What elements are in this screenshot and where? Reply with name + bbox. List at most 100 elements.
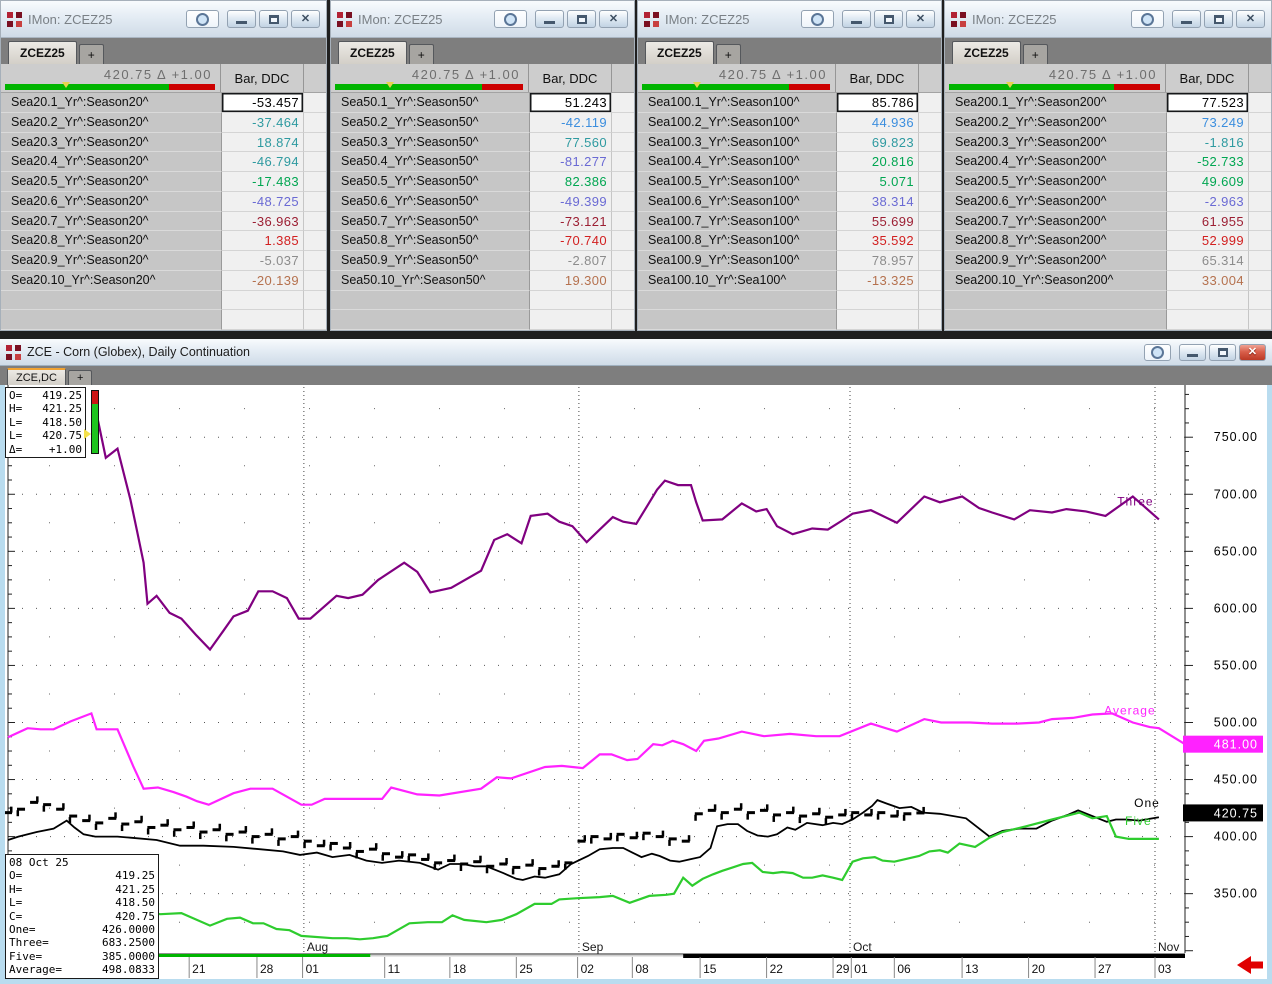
study-value[interactable]: 19.300	[530, 271, 612, 291]
tab-strip: ZCEZ25 +	[638, 38, 941, 64]
pin-icon[interactable]	[1131, 10, 1164, 28]
close-button[interactable]	[906, 10, 935, 28]
tab-zce-dc[interactable]: ZCE,DC	[7, 368, 66, 385]
minimize-button[interactable]	[1179, 344, 1206, 361]
study-value[interactable]: 51.243	[530, 93, 612, 113]
study-value[interactable]: -20.139	[222, 271, 304, 291]
study-value[interactable]: -17.483	[222, 172, 304, 192]
study-value[interactable]: -1.816	[1167, 133, 1249, 153]
study-value[interactable]: 52.999	[1167, 231, 1249, 251]
study-value[interactable]: 44.936	[837, 113, 919, 133]
study-value[interactable]: -13.325	[837, 271, 919, 291]
study-value[interactable]: 78.957	[837, 251, 919, 271]
restore-button[interactable]	[874, 10, 903, 28]
close-button[interactable]	[1239, 344, 1266, 361]
svg-text:650.00: 650.00	[1214, 544, 1258, 558]
column-header[interactable]: Bar, DDC	[836, 64, 919, 92]
study-value[interactable]: 77.560	[530, 133, 612, 153]
column-header[interactable]: Bar, DDC	[1166, 64, 1249, 92]
study-value[interactable]	[837, 310, 919, 330]
study-value[interactable]: -5.037	[222, 251, 304, 271]
study-value[interactable]	[530, 291, 612, 311]
study-value[interactable]: -52.733	[1167, 152, 1249, 172]
spare-cell	[1249, 113, 1271, 133]
minimize-button[interactable]	[535, 10, 564, 28]
tab-zcez25[interactable]: ZCEZ25	[645, 41, 714, 64]
table-row	[638, 310, 941, 330]
study-value[interactable]: -42.119	[530, 113, 612, 133]
restore-button[interactable]	[259, 10, 288, 28]
study-value[interactable]: 38.314	[837, 192, 919, 212]
study-value[interactable]: -53.457	[222, 93, 304, 113]
pin-icon[interactable]	[494, 10, 527, 28]
tab-zcez25[interactable]: ZCEZ25	[338, 41, 407, 64]
table-row: Sea100.5_Yr^:Season100^5.071	[638, 172, 941, 192]
study-value[interactable]: -2.963	[1167, 192, 1249, 212]
study-value[interactable]: -48.725	[222, 192, 304, 212]
study-value[interactable]	[530, 310, 612, 330]
spare-cell	[1249, 133, 1271, 153]
spare-cell	[612, 93, 634, 113]
study-value[interactable]: 1.385	[222, 231, 304, 251]
study-value[interactable]: 69.823	[837, 133, 919, 153]
minimize-button[interactable]	[227, 10, 256, 28]
study-value[interactable]: 85.786	[837, 93, 919, 113]
table-row: Sea200.3_Yr^:Season200^-1.816	[945, 133, 1271, 153]
pin-icon[interactable]	[801, 10, 834, 28]
study-value[interactable]	[1167, 291, 1249, 311]
study-label: Sea50.6_Yr^:Season50^	[331, 192, 530, 212]
spare-cell	[304, 152, 326, 172]
table-row: Sea50.1_Yr^:Season50^51.243	[331, 93, 634, 113]
restore-button[interactable]	[1209, 344, 1236, 361]
pin-icon[interactable]	[186, 10, 219, 28]
study-value[interactable]: 65.314	[1167, 251, 1249, 271]
study-value[interactable]: 49.609	[1167, 172, 1249, 192]
window-titlebar: IMon: ZCEZ25	[331, 1, 634, 38]
close-button[interactable]	[291, 10, 320, 28]
minimize-button[interactable]	[1172, 10, 1201, 28]
study-value[interactable]: 35.592	[837, 231, 919, 251]
study-value[interactable]: 77.523	[1167, 93, 1249, 113]
study-value[interactable]	[222, 310, 304, 330]
study-value[interactable]: 82.386	[530, 172, 612, 192]
study-value[interactable]: -49.399	[530, 192, 612, 212]
study-label: Sea200.2_Yr^:Season200^	[945, 113, 1167, 133]
study-value[interactable]: 5.071	[837, 172, 919, 192]
tab-zcez25[interactable]: ZCEZ25	[8, 41, 77, 64]
new-tab-button[interactable]: +	[409, 44, 434, 64]
column-header[interactable]: Bar, DDC	[529, 64, 612, 92]
table-row: Sea200.9_Yr^:Season200^65.314	[945, 251, 1271, 271]
column-header[interactable]: Bar, DDC	[221, 64, 304, 92]
study-label: Sea50.5_Yr^:Season50^	[331, 172, 530, 192]
study-value[interactable]: 18.874	[222, 133, 304, 153]
study-value[interactable]: 73.249	[1167, 113, 1249, 133]
new-tab-button[interactable]: +	[716, 44, 741, 64]
study-value[interactable]: -46.794	[222, 152, 304, 172]
pin-icon[interactable]	[1144, 344, 1171, 361]
close-button[interactable]	[599, 10, 628, 28]
study-value[interactable]: -81.277	[530, 152, 612, 172]
new-tab-button[interactable]: +	[1023, 44, 1048, 64]
study-value[interactable]: 55.699	[837, 212, 919, 232]
price-chart[interactable]: AugSepOctNov750.00700.00650.00600.00550.…	[5, 385, 1267, 979]
chart-plot-area[interactable]: AugSepOctNov750.00700.00650.00600.00550.…	[5, 385, 1267, 979]
restore-button[interactable]	[1204, 10, 1233, 28]
study-value[interactable]: -37.464	[222, 113, 304, 133]
new-tab-button[interactable]: +	[79, 44, 104, 64]
close-button[interactable]	[1236, 10, 1265, 28]
study-value[interactable]: -36.963	[222, 212, 304, 232]
quote-monitor-window: IMon: ZCEZ25 ZCEZ25 + 420.75 Δ +1.00 Bar…	[330, 0, 635, 331]
study-value[interactable]: -73.121	[530, 212, 612, 232]
minimize-button[interactable]	[842, 10, 871, 28]
study-value[interactable]: -2.807	[530, 251, 612, 271]
study-value[interactable]: 33.004	[1167, 271, 1249, 291]
study-value[interactable]	[1167, 310, 1249, 330]
study-value[interactable]: 61.955	[1167, 212, 1249, 232]
study-value[interactable]: -70.740	[530, 231, 612, 251]
tab-zcez25[interactable]: ZCEZ25	[952, 41, 1021, 64]
restore-button[interactable]	[567, 10, 596, 28]
new-tab-button[interactable]: +	[68, 370, 92, 385]
study-value[interactable]: 20.816	[837, 152, 919, 172]
study-value[interactable]	[837, 291, 919, 311]
study-value[interactable]	[222, 291, 304, 311]
